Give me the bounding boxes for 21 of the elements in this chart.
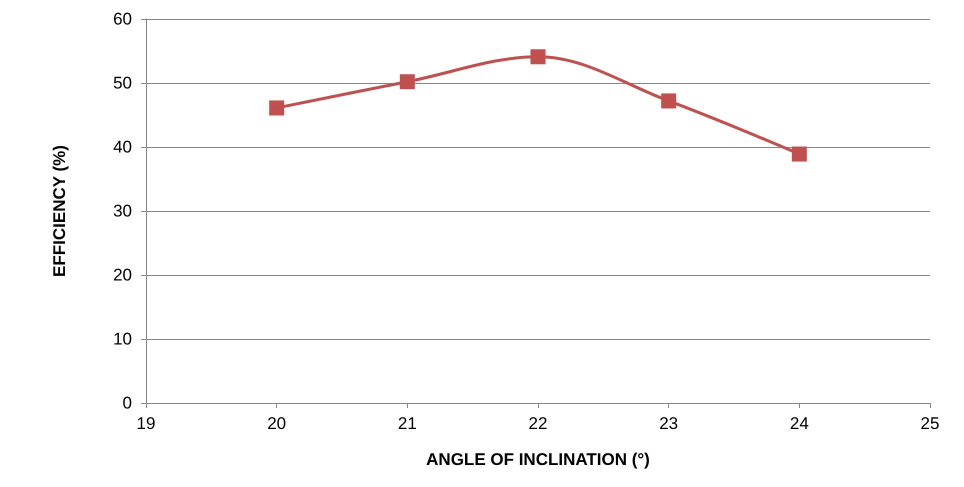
point (792, 146, 807, 162)
y-tick-label: 10 (113, 330, 132, 348)
x-tick-label: 19 (136, 414, 156, 433)
point (530, 49, 546, 64)
x-tick-label: 20 (267, 414, 286, 433)
y-axis-title: EFFICIENCY (%) (50, 145, 69, 277)
y-tick-label: 60 (113, 10, 132, 28)
x-axis-title: ANGLE OF INCLINATION (°) (426, 450, 650, 469)
x-tick-label: 24 (790, 414, 809, 433)
x-tick-label: 22 (528, 414, 548, 433)
y-tick-label: 40 (113, 138, 132, 156)
y-tick-label: 0 (122, 394, 132, 412)
x-tick-label: 25 (920, 414, 940, 433)
x-tick-label: 23 (659, 414, 678, 433)
y-tick-label: 50 (113, 74, 132, 92)
point (400, 74, 415, 90)
x-tick-label: 21 (398, 414, 417, 433)
point (661, 93, 676, 108)
y-tick-label: 30 (113, 202, 132, 220)
y-tick-label: 20 (113, 266, 132, 284)
point (269, 100, 284, 116)
